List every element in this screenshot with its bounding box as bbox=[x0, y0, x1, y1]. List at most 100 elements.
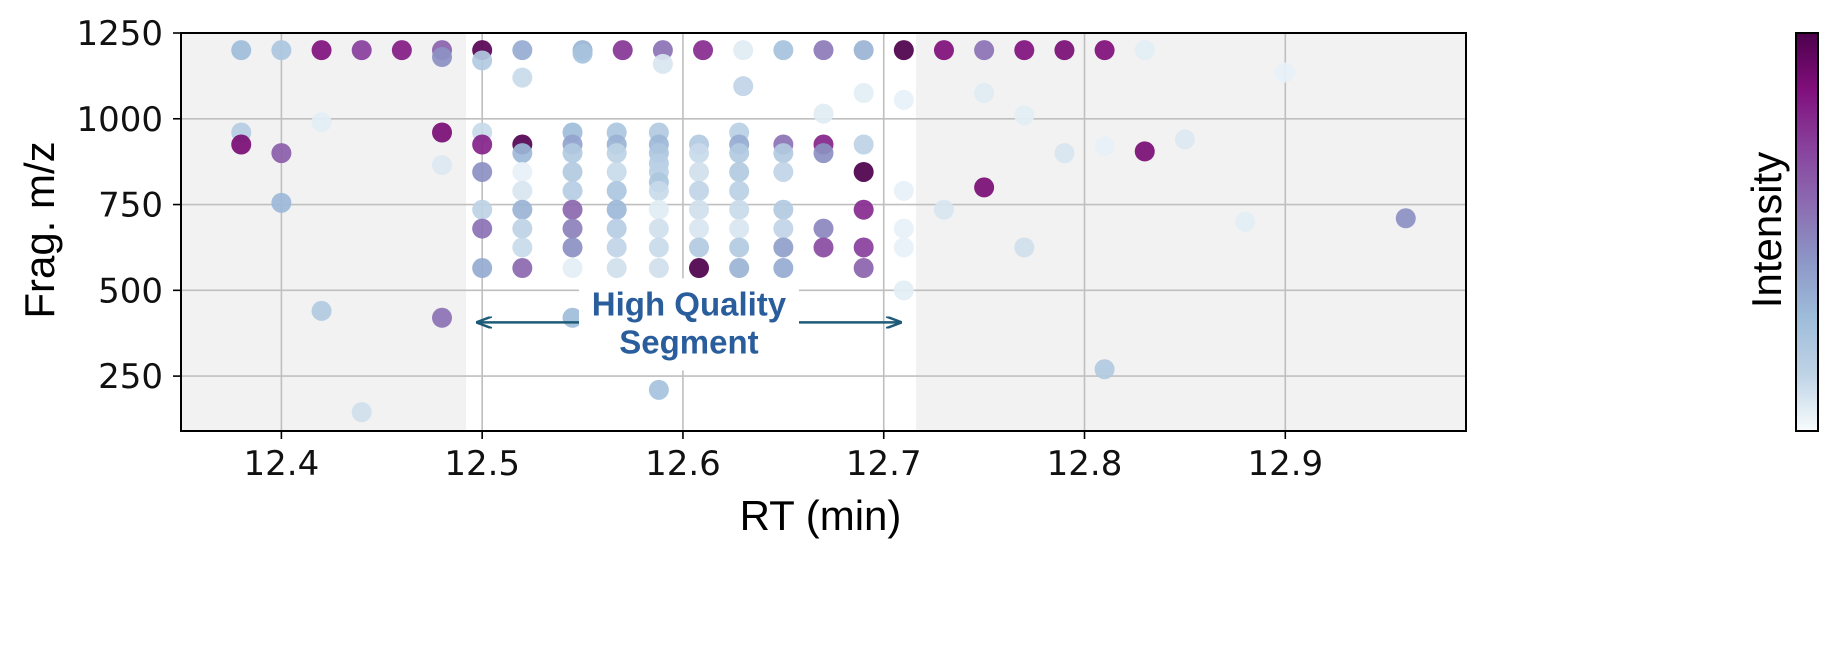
data-point bbox=[1395, 208, 1416, 229]
data-point bbox=[729, 143, 750, 164]
data-point bbox=[853, 83, 874, 104]
data-point bbox=[853, 40, 874, 61]
plot-frame bbox=[180, 32, 1467, 432]
colorbar-title: Intensity bbox=[1743, 152, 1790, 308]
data-point bbox=[271, 40, 292, 61]
data-point bbox=[648, 180, 669, 201]
data-point bbox=[231, 134, 252, 155]
data-point bbox=[729, 199, 750, 220]
data-point bbox=[689, 161, 710, 182]
data-point bbox=[1014, 105, 1035, 126]
data-point bbox=[1134, 40, 1155, 61]
data-point bbox=[648, 237, 669, 258]
data-point bbox=[432, 307, 453, 328]
data-point bbox=[606, 237, 627, 258]
data-point bbox=[974, 177, 995, 198]
data-point bbox=[729, 161, 750, 182]
data-point bbox=[773, 199, 794, 220]
data-point bbox=[472, 218, 493, 239]
data-point bbox=[562, 161, 583, 182]
data-point bbox=[853, 161, 874, 182]
data-point bbox=[472, 258, 493, 279]
data-point bbox=[693, 40, 714, 61]
data-point bbox=[893, 40, 914, 61]
x-axis-title: RT (min) bbox=[740, 492, 902, 539]
data-point bbox=[853, 134, 874, 155]
data-point bbox=[813, 103, 834, 124]
data-point bbox=[648, 199, 669, 220]
data-point bbox=[572, 43, 593, 64]
data-point bbox=[1275, 62, 1296, 83]
annotation-line-1: High Quality bbox=[592, 285, 787, 322]
data-point bbox=[612, 40, 633, 61]
data-point bbox=[974, 40, 995, 61]
data-point bbox=[472, 50, 493, 71]
data-point bbox=[893, 89, 914, 110]
data-point bbox=[893, 237, 914, 258]
data-point bbox=[512, 237, 533, 258]
data-point bbox=[512, 218, 533, 239]
data-point bbox=[351, 402, 372, 423]
data-point bbox=[893, 280, 914, 301]
data-point bbox=[1134, 141, 1155, 162]
data-point bbox=[729, 258, 750, 279]
y-tick-label: 750 bbox=[98, 186, 163, 226]
data-point bbox=[648, 218, 669, 239]
data-point bbox=[1014, 40, 1035, 61]
colorbar: Intensity bbox=[1743, 32, 1819, 432]
data-point bbox=[893, 218, 914, 239]
y-tick-label: 1000 bbox=[76, 100, 163, 140]
shade-left bbox=[181, 33, 467, 431]
x-tick-label: 12.6 bbox=[645, 444, 721, 484]
annotation-box bbox=[578, 278, 799, 371]
data-point bbox=[733, 40, 754, 61]
x-tick-label: 12.9 bbox=[1247, 444, 1323, 484]
data-point bbox=[512, 199, 533, 220]
data-point bbox=[853, 199, 874, 220]
data-point bbox=[729, 218, 750, 239]
data-point bbox=[311, 300, 332, 321]
data-point bbox=[773, 237, 794, 258]
y-axis-title: Frag. m/z bbox=[16, 141, 63, 318]
x-axis-ticks: 12.4 12.5 12.6 12.7 12.8 12.9 bbox=[244, 431, 1323, 484]
data-point bbox=[1094, 40, 1115, 61]
colorbar-gradient bbox=[1795, 32, 1819, 432]
data-point bbox=[689, 237, 710, 258]
data-point bbox=[733, 76, 754, 97]
data-point bbox=[512, 143, 533, 164]
data-point bbox=[652, 53, 673, 74]
x-tick-label: 12.5 bbox=[444, 444, 520, 484]
data-point bbox=[432, 155, 453, 176]
data-point bbox=[689, 180, 710, 201]
data-point bbox=[512, 40, 533, 61]
data-point bbox=[689, 218, 710, 239]
y-tick-label: 1250 bbox=[76, 14, 163, 54]
data-point bbox=[813, 237, 834, 258]
data-point bbox=[974, 83, 995, 104]
data-point bbox=[512, 161, 533, 182]
data-point bbox=[562, 218, 583, 239]
data-point bbox=[893, 180, 914, 201]
data-point bbox=[562, 258, 583, 279]
y-axis-ticks: 250 500 750 1000 1250 bbox=[76, 14, 181, 397]
annotation-line-2: Segment bbox=[619, 323, 758, 360]
data-point bbox=[1014, 237, 1035, 258]
data-point bbox=[1094, 136, 1115, 157]
y-tick-label: 500 bbox=[98, 271, 163, 311]
data-point bbox=[271, 143, 292, 164]
data-point bbox=[813, 40, 834, 61]
data-point bbox=[472, 134, 493, 155]
data-point bbox=[606, 199, 627, 220]
data-point bbox=[512, 180, 533, 201]
data-point bbox=[1174, 129, 1195, 150]
data-point bbox=[606, 143, 627, 164]
data-point bbox=[472, 199, 493, 220]
data-point bbox=[311, 40, 332, 61]
data-point bbox=[729, 237, 750, 258]
shade-right bbox=[915, 33, 1466, 431]
data-point bbox=[773, 218, 794, 239]
data-point bbox=[1054, 143, 1075, 164]
data-point bbox=[271, 192, 292, 213]
points-layer bbox=[231, 40, 1416, 423]
data-point bbox=[773, 161, 794, 182]
